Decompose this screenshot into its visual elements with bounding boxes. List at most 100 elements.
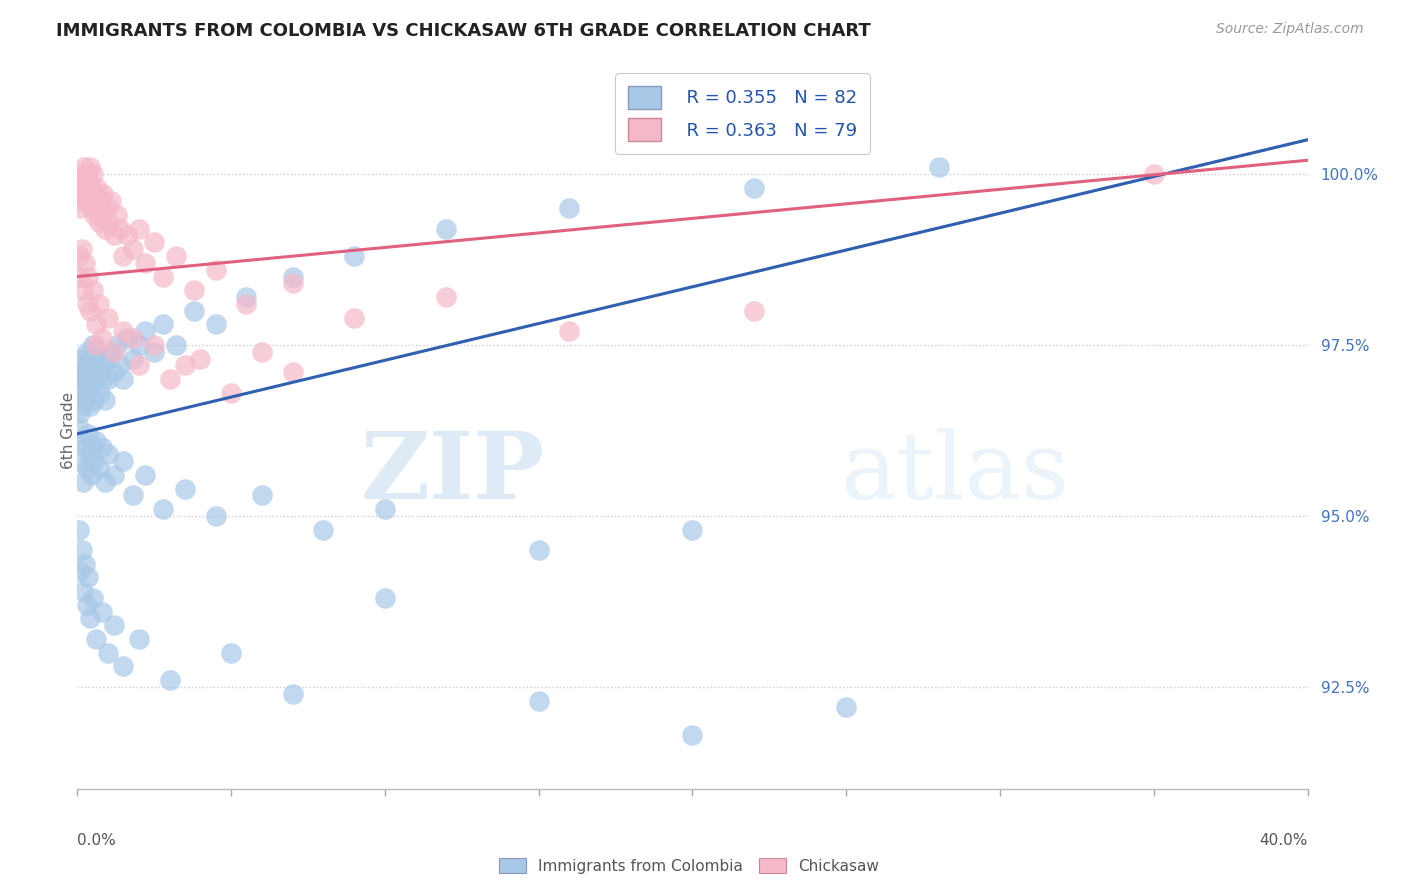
Point	[128, 338, 150, 352]
Point	[77, 385, 100, 400]
Point	[134, 256, 156, 270]
Point	[77, 174, 100, 188]
Point	[84, 201, 107, 215]
Point	[67, 523, 90, 537]
Point	[374, 502, 396, 516]
Point	[343, 249, 366, 263]
Point	[103, 467, 125, 482]
Point	[159, 673, 181, 687]
Point	[70, 543, 93, 558]
Point	[73, 557, 96, 571]
Point	[112, 372, 135, 386]
Point	[77, 426, 100, 441]
Point	[204, 262, 226, 277]
Point	[67, 385, 90, 400]
Point	[79, 160, 101, 174]
Point	[90, 605, 114, 619]
Point	[80, 359, 103, 373]
Point	[73, 359, 96, 373]
Point	[79, 187, 101, 202]
Point	[558, 201, 581, 215]
Point	[70, 351, 93, 366]
Point	[121, 351, 143, 366]
Point	[112, 249, 135, 263]
Point	[82, 338, 104, 352]
Point	[183, 303, 205, 318]
Point	[235, 290, 257, 304]
Point	[105, 338, 128, 352]
Point	[82, 441, 104, 455]
Point	[84, 338, 107, 352]
Point	[165, 338, 187, 352]
Point	[219, 646, 242, 660]
Point	[87, 215, 110, 229]
Point	[76, 598, 98, 612]
Point	[436, 290, 458, 304]
Point	[89, 385, 111, 400]
Point	[73, 256, 96, 270]
Point	[110, 359, 132, 373]
Point	[143, 235, 166, 250]
Point	[89, 194, 111, 209]
Point	[742, 303, 765, 318]
Point	[143, 344, 166, 359]
Point	[188, 351, 212, 366]
Point	[82, 194, 104, 209]
Point	[84, 434, 107, 448]
Point	[152, 502, 174, 516]
Point	[82, 591, 104, 605]
Point	[134, 467, 156, 482]
Point	[100, 194, 122, 209]
Point	[103, 618, 125, 632]
Point	[69, 454, 91, 468]
Point	[159, 372, 181, 386]
Point	[70, 187, 93, 202]
Point	[83, 208, 105, 222]
Point	[72, 194, 94, 209]
Point	[312, 523, 335, 537]
Point	[75, 187, 97, 202]
Point	[128, 359, 150, 373]
Point	[73, 372, 96, 386]
Text: Source: ZipAtlas.com: Source: ZipAtlas.com	[1216, 22, 1364, 37]
Point	[72, 400, 94, 414]
Point	[76, 297, 98, 311]
Point	[87, 365, 110, 379]
Point	[82, 372, 104, 386]
Point	[86, 344, 108, 359]
Point	[69, 564, 91, 578]
Point	[165, 249, 187, 263]
Point	[97, 372, 120, 386]
Point	[86, 180, 108, 194]
Point	[84, 187, 107, 202]
Point	[70, 167, 93, 181]
Text: 40.0%: 40.0%	[1260, 832, 1308, 847]
Point	[70, 242, 93, 256]
Point	[76, 461, 98, 475]
Point	[97, 310, 120, 325]
Point	[90, 208, 114, 222]
Point	[121, 488, 143, 502]
Point	[97, 447, 120, 461]
Point	[69, 201, 91, 215]
Point	[83, 392, 105, 407]
Point	[281, 365, 304, 379]
Point	[84, 318, 107, 332]
Point	[94, 392, 117, 407]
Point	[436, 221, 458, 235]
Point	[93, 187, 115, 202]
Point	[69, 269, 91, 284]
Point	[77, 269, 100, 284]
Point	[90, 359, 114, 373]
Point	[67, 180, 90, 194]
Point	[82, 167, 104, 181]
Point	[70, 379, 93, 393]
Text: IMMIGRANTS FROM COLOMBIA VS CHICKASAW 6TH GRADE CORRELATION CHART: IMMIGRANTS FROM COLOMBIA VS CHICKASAW 6T…	[56, 22, 870, 40]
Point	[103, 365, 125, 379]
Point	[152, 318, 174, 332]
Point	[93, 372, 115, 386]
Point	[67, 420, 90, 434]
Point	[204, 508, 226, 523]
Point	[79, 611, 101, 625]
Point	[112, 454, 135, 468]
